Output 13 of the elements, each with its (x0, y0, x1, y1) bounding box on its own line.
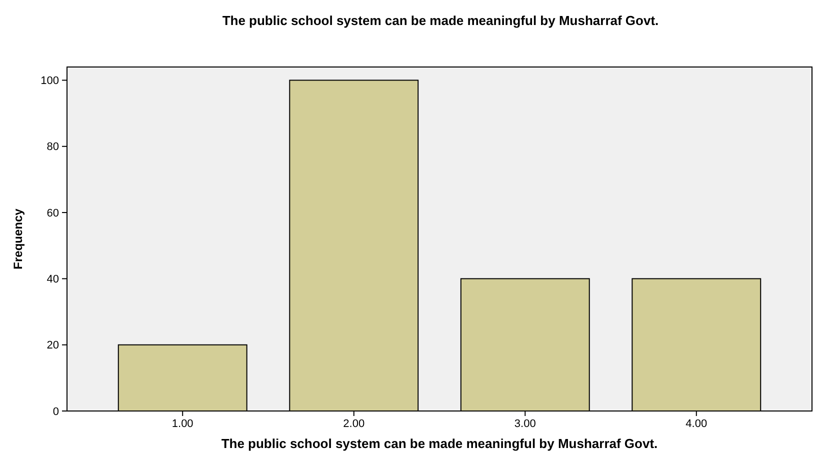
y-tick-label: 80 (46, 141, 59, 154)
y-axis-title: Frequency (11, 208, 25, 270)
y-tick-label: 20 (46, 340, 59, 352)
x-tick-label: 2.00 (343, 418, 365, 430)
y-tick-label: 40 (46, 274, 59, 286)
y-tick-label: 0 (52, 406, 59, 418)
x-tick-label: 3.00 (514, 418, 536, 430)
x-axis-title: The public school system can be made meaningful by Musharraf Govt. (221, 436, 658, 451)
x-tick-label: 1.00 (172, 418, 194, 430)
x-tick-label: 4.00 (686, 418, 708, 430)
chart-title: The public school system can be made meaningful by Musharraf Govt. (222, 13, 659, 28)
y-tick-label: 100 (40, 75, 59, 88)
y-tick-label: 60 (46, 207, 59, 220)
